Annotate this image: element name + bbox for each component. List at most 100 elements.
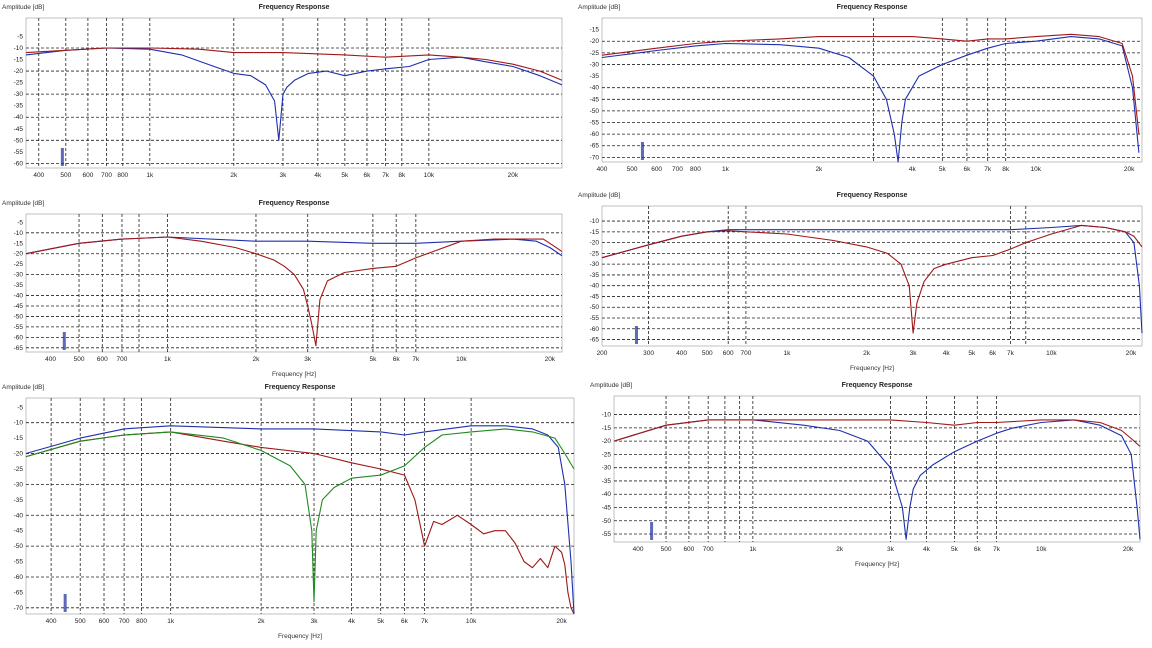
x-tick-label: 10k bbox=[424, 172, 435, 179]
y-tick-label: -55 bbox=[14, 324, 24, 331]
y-tick-label: -50 bbox=[14, 313, 24, 320]
series-line-1 bbox=[613, 419, 1141, 540]
chart-title: Frequency Response bbox=[837, 192, 908, 199]
y-tick-label: -65 bbox=[14, 345, 24, 352]
x-tick-label: 4k bbox=[314, 172, 322, 179]
x-tick-label: 2k bbox=[863, 350, 871, 357]
y-tick-label: -25 bbox=[602, 451, 612, 458]
x-tick-label: 7k bbox=[984, 166, 992, 173]
cursor-marker bbox=[60, 148, 64, 166]
x-tick-label: 300 bbox=[643, 350, 654, 357]
series-line-2 bbox=[25, 47, 563, 81]
y-tick-label: -5 bbox=[17, 404, 23, 411]
y-tick-label: -30 bbox=[590, 61, 600, 68]
x-tick-label: 500 bbox=[74, 356, 85, 363]
x-tick-label: 500 bbox=[75, 618, 86, 625]
y-axis-label: Amplitude [dB] bbox=[578, 4, 620, 11]
x-tick-label: 6k bbox=[401, 618, 409, 625]
y-tick-label: -25 bbox=[14, 80, 24, 87]
y-tick-label: -50 bbox=[590, 108, 600, 115]
x-tick-label: 5k bbox=[377, 618, 385, 625]
x-tick-label: 1k bbox=[722, 166, 730, 173]
y-tick-label: -35 bbox=[590, 73, 600, 80]
x-tick-label: 700 bbox=[672, 166, 683, 173]
x-tick-label: 400 bbox=[597, 166, 608, 173]
y-tick-label: -65 bbox=[590, 337, 600, 344]
x-tick-label: 600 bbox=[97, 356, 108, 363]
y-tick-label: -45 bbox=[14, 126, 24, 133]
x-tick-label: 20k bbox=[508, 172, 519, 179]
plot-area bbox=[601, 17, 1143, 163]
cursor-marker bbox=[634, 326, 638, 344]
x-tick-label: 6k bbox=[364, 172, 372, 179]
y-tick-label: -10 bbox=[14, 45, 24, 52]
chart-panel-5: Frequency Response Amplitude [dB] Frequenc… bbox=[0, 380, 584, 642]
x-tick-label: 4k bbox=[348, 618, 356, 625]
y-tick-label: -65 bbox=[14, 589, 24, 596]
y-tick-label: -60 bbox=[14, 574, 24, 581]
y-tick-label: -70 bbox=[14, 605, 24, 612]
x-tick-label: 6k bbox=[989, 350, 997, 357]
y-tick-label: -35 bbox=[602, 478, 612, 485]
y-tick-label: -25 bbox=[14, 466, 24, 473]
chart-2: Frequency Response Amplitude [dB] -15 -20 -2… bbox=[578, 4, 1143, 173]
y-tick-label: -65 bbox=[590, 143, 600, 150]
y-tick-label: -15 bbox=[14, 435, 24, 442]
cursor-marker bbox=[640, 142, 644, 160]
x-tick-label: 2k bbox=[815, 166, 823, 173]
x-tick-label: 700 bbox=[119, 618, 130, 625]
y-tick-label: -25 bbox=[14, 261, 24, 268]
y-tick-label: -35 bbox=[590, 272, 600, 279]
chart-5: Frequency Response Amplitude [dB] Frequenc… bbox=[2, 384, 575, 640]
x-tick-label: 3k bbox=[280, 172, 288, 179]
x-tick-label: 10k bbox=[1046, 350, 1057, 357]
y-tick-label: -20 bbox=[590, 38, 600, 45]
x-axis-label: Frequency [Hz] bbox=[855, 561, 899, 568]
x-tick-label: 500 bbox=[702, 350, 713, 357]
x-tick-label: 500 bbox=[661, 546, 672, 553]
x-tick-label: 700 bbox=[703, 546, 714, 553]
y-tick-label: -50 bbox=[14, 543, 24, 550]
y-axis-label: Amplitude [dB] bbox=[2, 4, 44, 11]
x-axis-label: Frequency [Hz] bbox=[272, 371, 316, 378]
y-tick-label: -5 bbox=[17, 33, 23, 40]
x-tick-label: 3k bbox=[311, 618, 319, 625]
y-tick-label: -30 bbox=[14, 91, 24, 98]
y-tick-label: -40 bbox=[590, 85, 600, 92]
y-tick-label: -40 bbox=[14, 293, 24, 300]
series-line-2 bbox=[601, 33, 1140, 135]
series-line-2 bbox=[613, 419, 1141, 447]
x-tick-label: 5k bbox=[341, 172, 349, 179]
x-tick-label: 2k bbox=[253, 356, 261, 363]
y-tick-label: -30 bbox=[602, 465, 612, 472]
y-axis-label: Amplitude [dB] bbox=[2, 384, 44, 391]
y-tick-label: -25 bbox=[590, 50, 600, 57]
x-tick-label: 2k bbox=[230, 172, 238, 179]
y-tick-label: -20 bbox=[602, 438, 612, 445]
y-tick-label: -55 bbox=[602, 531, 612, 538]
x-tick-label: 800 bbox=[690, 166, 701, 173]
chart-6: Frequency Response Amplitude [dB] Frequenc… bbox=[590, 382, 1141, 568]
y-tick-label: -70 bbox=[590, 154, 600, 161]
y-tick-label: -20 bbox=[14, 451, 24, 458]
chart-panel-4: Frequency Response Amplitude [dB] Frequenc… bbox=[576, 188, 1152, 374]
y-tick-label: -30 bbox=[590, 261, 600, 268]
series-line-1 bbox=[601, 36, 1140, 163]
plot-area bbox=[25, 17, 563, 169]
x-tick-label: 400 bbox=[46, 618, 57, 625]
x-tick-label: 600 bbox=[82, 172, 93, 179]
y-tick-label: -45 bbox=[14, 303, 24, 310]
x-tick-label: 1k bbox=[167, 618, 175, 625]
x-tick-label: 4k bbox=[923, 546, 931, 553]
chart-3: Frequency Response Amplitude [dB] Frequenc… bbox=[2, 200, 563, 378]
y-tick-label: -20 bbox=[14, 251, 24, 258]
y-tick-label: -55 bbox=[14, 559, 24, 566]
y-tick-label: -20 bbox=[590, 240, 600, 247]
y-tick-label: -15 bbox=[590, 27, 600, 34]
y-tick-label: -50 bbox=[602, 518, 612, 525]
y-tick-label: -50 bbox=[590, 304, 600, 311]
y-tick-label: -40 bbox=[602, 491, 612, 498]
x-tick-label: 20k bbox=[1126, 350, 1137, 357]
cursor-marker bbox=[62, 332, 66, 350]
x-tick-label: 20k bbox=[556, 618, 567, 625]
